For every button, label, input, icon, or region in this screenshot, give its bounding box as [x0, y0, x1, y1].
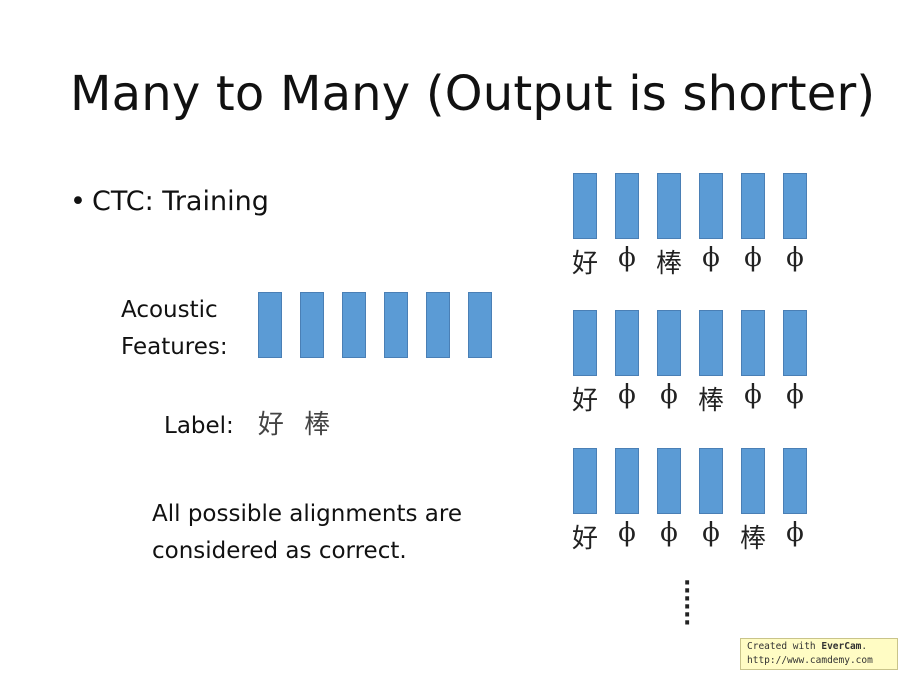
alignment-bar: [615, 448, 639, 514]
alignment-bar: [783, 310, 807, 376]
alignment-note: All possible alignments are considered a…: [152, 496, 512, 570]
alignment-bar: [573, 310, 597, 376]
alignment-symbol: ϕ: [744, 243, 762, 273]
bullet-dot: •: [70, 186, 86, 217]
alignment-bar: [783, 448, 807, 514]
alignment-symbol: 棒: [655, 249, 682, 279]
label-line: Label: 好 棒: [164, 404, 336, 441]
alignment-bar: [741, 173, 765, 239]
watermark-brand: EverCam: [821, 641, 862, 652]
acoustic-feature-bar: [468, 292, 492, 358]
acoustic-feature-bar: [258, 292, 282, 358]
alignment-bar: [573, 448, 597, 514]
acoustic-feature-bar: [300, 292, 324, 358]
alignment-symbol: 好: [571, 249, 598, 279]
alignment-symbol: ϕ: [618, 518, 636, 548]
slide-title: Many to Many (Output is shorter): [70, 66, 876, 122]
alignment-bar: [657, 448, 681, 514]
acoustic-feature-bar: [342, 292, 366, 358]
label-caption: Label:: [164, 413, 234, 439]
alignment-bar: [615, 173, 639, 239]
alignment-bar: [741, 310, 765, 376]
alignment-symbol: ϕ: [744, 380, 762, 410]
evercam-watermark: Created with EverCam. http://www.camdemy…: [740, 638, 898, 670]
alignment-bar: [699, 310, 723, 376]
alignment-symbol: ϕ: [786, 518, 804, 548]
alignment-bar: [573, 173, 597, 239]
alignment-bar: [699, 448, 723, 514]
watermark-line1: Created with EverCam.: [747, 641, 868, 652]
acoustic-label-line1: Acoustic: [121, 297, 218, 323]
acoustic-feature-bar: [426, 292, 450, 358]
watermark-url: http://www.camdemy.com: [747, 655, 873, 666]
alignment-symbol: 好: [571, 386, 598, 416]
alignment-bar: [615, 310, 639, 376]
note-line2: considered as correct.: [152, 538, 407, 564]
alignment-symbol: ϕ: [660, 380, 678, 410]
alignment-bar: [741, 448, 765, 514]
alignment-symbol: 棒: [697, 386, 724, 416]
note-line1: All possible alignments are: [152, 501, 462, 527]
acoustic-features-label: Acoustic Features:: [121, 292, 228, 366]
alignment-bar: [657, 310, 681, 376]
acoustic-label-line2: Features:: [121, 334, 228, 360]
alignment-symbol: ϕ: [702, 518, 720, 548]
alignment-bar: [699, 173, 723, 239]
alignment-bar: [783, 173, 807, 239]
alignment-symbol: 好: [571, 524, 598, 554]
alignment-symbol: ϕ: [786, 243, 804, 273]
alignment-symbol: ϕ: [786, 380, 804, 410]
label-characters: 好 棒: [257, 410, 337, 440]
ellipsis-vertical-icon: · · · · · ·: [683, 571, 692, 636]
alignment-symbol: ϕ: [702, 243, 720, 273]
bullet-text: CTC: Training: [92, 186, 269, 217]
alignment-symbol: ϕ: [618, 243, 636, 273]
more-alignments-indicator: · · · · · ·: [683, 571, 692, 636]
alignment-symbol: 棒: [739, 524, 766, 554]
acoustic-feature-bar: [384, 292, 408, 358]
alignment-bar: [657, 173, 681, 239]
bullet-item: • CTC: Training: [70, 186, 269, 217]
alignment-symbol: ϕ: [660, 518, 678, 548]
alignment-symbol: ϕ: [618, 380, 636, 410]
